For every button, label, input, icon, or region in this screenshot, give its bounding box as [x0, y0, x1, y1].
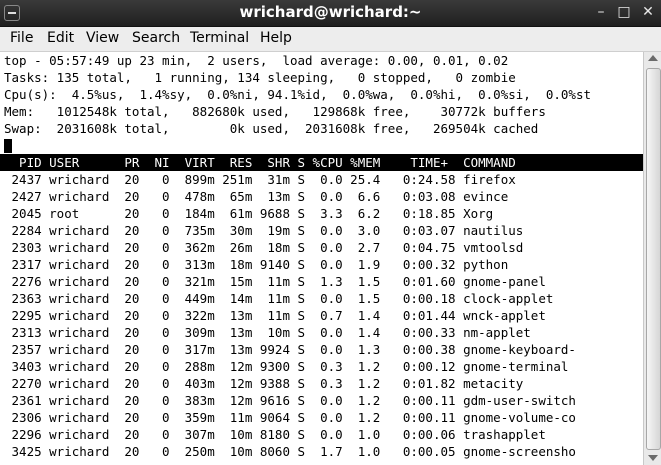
window-title: wrichard@wrichard:~ — [239, 3, 422, 21]
process-row: 2357 wrichard 20 0 317m 13m 9924 S 0.0 1… — [4, 342, 576, 357]
menu-terminal[interactable]: Terminal — [190, 30, 250, 46]
maximize-icon[interactable]: □ — [617, 4, 631, 20]
menu-file[interactable]: File — [10, 30, 34, 46]
minimize-icon[interactable]: – — [597, 4, 605, 20]
scroll-down-icon[interactable] — [648, 455, 658, 461]
process-row: 2276 wrichard 20 0 321m 15m 11m S 1.3 1.… — [4, 274, 546, 289]
process-row: 2363 wrichard 20 0 449m 14m 11m S 0.0 1.… — [4, 291, 554, 306]
menu-help[interactable]: Help — [260, 30, 292, 46]
title-bar[interactable]: wrichard@wrichard:~ – □ ✕ — [0, 0, 661, 27]
process-row: 2427 wrichard 20 0 478m 65m 13m S 0.0 6.… — [4, 189, 509, 204]
vertical-scrollbar[interactable] — [643, 52, 661, 465]
top-swap-line: Swap: 2031608k total, 0k used, 2031608k … — [4, 121, 539, 136]
process-row: 2284 wrichard 20 0 735m 30m 19m S 0.0 3.… — [4, 223, 524, 238]
terminal-output[interactable]: top - 05:57:49 up 23 min, 2 users, load … — [0, 52, 643, 465]
table-header-bar — [0, 154, 643, 171]
process-row: 3403 wrichard 20 0 288m 12m 9300 S 0.3 1… — [4, 359, 569, 374]
process-row: 2317 wrichard 20 0 313m 18m 9140 S 0.0 1… — [4, 257, 509, 272]
menu-search[interactable]: Search — [132, 30, 181, 46]
process-row: 2303 wrichard 20 0 362m 26m 18m S 0.0 2.… — [4, 240, 524, 255]
top-cpu-line: Cpu(s): 4.5%us, 1.4%sy, 0.0%ni, 94.1%id,… — [4, 87, 591, 102]
process-row: 2437 wrichard 20 0 899m 251m 31m S 0.0 2… — [4, 172, 516, 187]
menu-view[interactable]: View — [86, 30, 120, 46]
window-menu-icon[interactable] — [4, 5, 20, 21]
process-row: 2313 wrichard 20 0 309m 13m 10m S 0.0 1.… — [4, 325, 531, 340]
process-row: 2306 wrichard 20 0 359m 11m 9064 S 0.0 1… — [4, 410, 576, 425]
process-row: 2295 wrichard 20 0 322m 13m 11m S 0.7 1.… — [4, 308, 546, 323]
table-header: PID USER PR NI VIRT RES SHR S %CPU %MEM … — [4, 155, 516, 170]
process-row: 2361 wrichard 20 0 383m 12m 9616 S 0.0 1… — [4, 393, 576, 408]
process-row: 3425 wrichard 20 0 250m 10m 8060 S 1.7 1… — [4, 444, 576, 459]
menu-edit[interactable]: Edit — [47, 30, 75, 46]
scrollbar-thumb[interactable] — [646, 68, 661, 450]
top-tasks-line: Tasks: 135 total, 1 running, 134 sleepin… — [4, 70, 516, 85]
text-cursor — [4, 139, 12, 153]
process-row: 2270 wrichard 20 0 403m 12m 9388 S 0.3 1… — [4, 376, 524, 391]
top-mem-line: Mem: 1012548k total, 882680k used, 12986… — [4, 104, 546, 119]
menu-bar: File Edit View Search Terminal Help — [0, 27, 661, 52]
top-uptime-line: top - 05:57:49 up 23 min, 2 users, load … — [4, 53, 509, 68]
scroll-up-icon[interactable] — [648, 55, 658, 61]
process-row: 2045 root 20 0 184m 61m 9688 S 3.3 6.2 0… — [4, 206, 494, 221]
process-row: 2296 wrichard 20 0 307m 10m 8180 S 0.0 1… — [4, 427, 546, 442]
close-icon[interactable]: ✕ — [642, 4, 654, 20]
